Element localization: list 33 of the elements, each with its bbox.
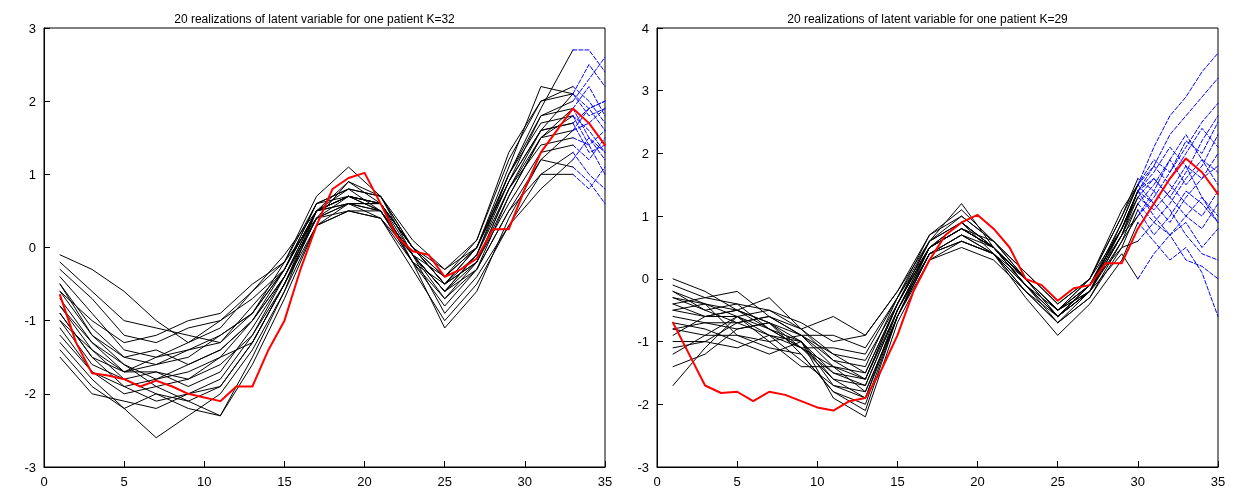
y-tick-label: 4 (641, 20, 649, 36)
y-tick-label: -3 (637, 459, 649, 475)
x-tick-label: 5 (120, 474, 128, 489)
y-tick-label: -2 (637, 396, 649, 412)
x-tick-label: 5 (733, 474, 741, 489)
x-tick-label: 25 (437, 474, 452, 489)
x-tick-label: 10 (197, 474, 212, 489)
y-tick-label: -1 (637, 334, 649, 350)
x-tick-label: 30 (1130, 474, 1146, 489)
chart-title: 20 realizations of latent variable for one patient K=32 (174, 12, 456, 26)
y-tick-label: -2 (24, 386, 36, 402)
y-tick-label: 3 (641, 83, 649, 99)
x-tick-label: 10 (810, 474, 825, 489)
y-tick-label: 3 (28, 20, 36, 36)
y-tick-label: 0 (28, 240, 36, 255)
y-tick-label: 0 (641, 271, 649, 287)
x-tick-label: 35 (597, 474, 613, 489)
x-tick-label: 0 (40, 474, 48, 489)
x-tick-label: 15 (890, 474, 905, 489)
y-tick-label: 2 (28, 93, 36, 109)
y-tick-label: 1 (641, 208, 649, 224)
x-tick-label: 15 (277, 474, 292, 489)
x-tick-label: 20 (357, 474, 372, 489)
x-tick-label: 20 (970, 474, 985, 489)
y-tick-label: 2 (641, 145, 649, 161)
x-tick-label: 30 (517, 474, 533, 489)
y-tick-label: -3 (24, 459, 36, 475)
chart-title: 20 realizations of latent variable for one patient K=29 (787, 12, 1069, 26)
y-tick-label: 1 (28, 166, 36, 182)
y-tick-label: -1 (24, 313, 36, 329)
x-tick-label: 0 (653, 474, 661, 489)
x-tick-label: 25 (1050, 474, 1065, 489)
x-tick-label: 35 (1210, 474, 1226, 489)
